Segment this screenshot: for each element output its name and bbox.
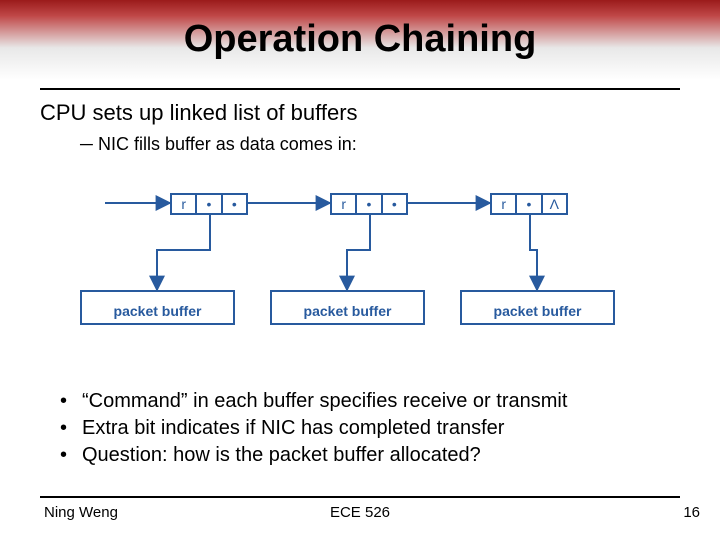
linked-list-diagram: r••r••r•Λpacket bufferpacket bufferpacke…: [75, 175, 645, 350]
dash-icon: ─: [80, 134, 98, 155]
node-cmd-cell: r: [172, 195, 197, 213]
footer-page-number: 16: [683, 504, 700, 521]
node-cmd-cell: r: [332, 195, 357, 213]
list-item: •“Command” in each buffer specifies rece…: [60, 390, 680, 413]
list-item: •Question: how is the packet buffer allo…: [60, 444, 680, 467]
packet-buffer-label: packet buffer: [82, 303, 233, 319]
slide: Operation Chaining CPU sets up linked li…: [0, 0, 720, 540]
footer-rule: [40, 496, 680, 498]
title-underline: [40, 88, 680, 90]
node-next-cell: •: [223, 195, 246, 213]
node-next-cell: •: [383, 195, 406, 213]
node-ptr-cell: •: [197, 195, 222, 213]
node-cmd-cell: r: [492, 195, 517, 213]
footer-course: ECE 526: [0, 504, 720, 521]
bullet-icon: •: [60, 444, 82, 467]
node-ptr-cell: •: [357, 195, 382, 213]
packet-buffer-label: packet buffer: [272, 303, 423, 319]
bullet-text: Question: how is the packet buffer alloc…: [82, 444, 481, 466]
footer: Ning Weng ECE 526 16: [0, 504, 720, 526]
node-next-cell: Λ: [543, 195, 566, 213]
list-node: r•Λ: [490, 193, 568, 215]
packet-buffer: packet buffer: [460, 290, 615, 325]
main-bullet: CPU sets up linked list of buffers: [40, 100, 680, 126]
packet-buffer: packet buffer: [270, 290, 425, 325]
bullet-text: Extra bit indicates if NIC has completed…: [82, 417, 504, 439]
slide-body: CPU sets up linked list of buffers ─NIC …: [40, 100, 680, 155]
list-node: r••: [170, 193, 248, 215]
sub-bullet-text: NIC fills buffer as data comes in:: [98, 134, 357, 154]
bullet-list: •“Command” in each buffer specifies rece…: [60, 390, 680, 471]
slide-title: Operation Chaining: [0, 18, 720, 61]
list-node: r••: [330, 193, 408, 215]
packet-buffer-label: packet buffer: [462, 303, 613, 319]
header-gradient: Operation Chaining: [0, 0, 720, 80]
sub-bullet: ─NIC fills buffer as data comes in:: [80, 134, 680, 155]
bullet-icon: •: [60, 417, 82, 440]
bullet-text: “Command” in each buffer specifies recei…: [82, 390, 567, 412]
packet-buffer: packet buffer: [80, 290, 235, 325]
bullet-icon: •: [60, 390, 82, 413]
node-ptr-cell: •: [517, 195, 542, 213]
list-item: •Extra bit indicates if NIC has complete…: [60, 417, 680, 440]
